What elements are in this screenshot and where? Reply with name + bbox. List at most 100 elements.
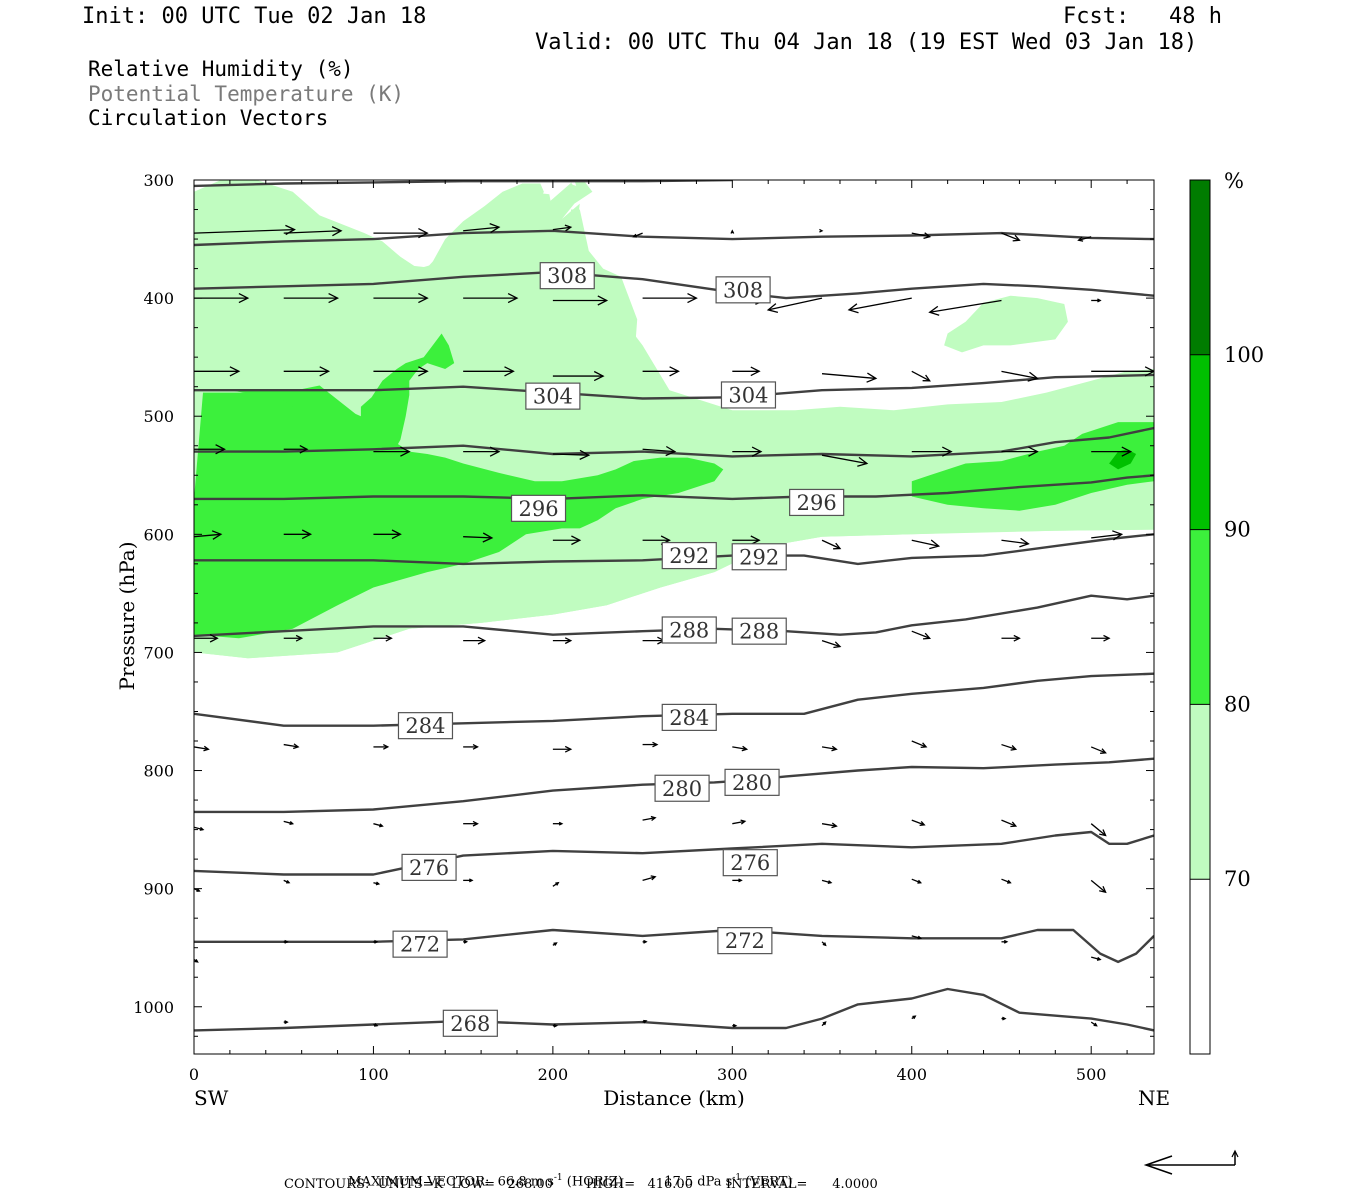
circulation-vector — [821, 879, 833, 885]
vector-shaft — [911, 539, 939, 547]
circulation-vector — [1091, 956, 1102, 961]
vector-head — [374, 1023, 379, 1027]
circulation-vector — [552, 449, 591, 460]
vector-shaft — [732, 746, 747, 750]
circulation-vector — [911, 232, 932, 240]
circulation-vector — [911, 539, 941, 550]
circulation-vector — [1090, 746, 1107, 754]
forecast-hour: Fcst: 48 h — [1063, 4, 1222, 29]
circulation-vector — [766, 297, 823, 314]
vector-shaft — [1001, 370, 1038, 380]
circulation-vector — [373, 823, 384, 828]
contour-label-box — [539, 262, 595, 290]
vector-head — [209, 634, 219, 643]
max-vector-horiz: 66.8 m s — [497, 1174, 554, 1190]
vector-shaft — [1091, 956, 1101, 961]
vector-head — [917, 935, 923, 940]
vector-head — [194, 958, 199, 963]
vector-shaft — [552, 226, 571, 231]
contour-label: 296 — [510, 494, 567, 522]
vector-head — [284, 1020, 289, 1025]
circulation-vector — [911, 878, 923, 884]
circulation-vector — [552, 1023, 558, 1028]
circulation-vector — [1091, 366, 1154, 377]
vector-head — [597, 295, 609, 306]
y-tick-label: 700 — [143, 643, 174, 662]
legend-vectors: Circulation Vectors — [88, 106, 329, 130]
vector-head — [215, 444, 226, 455]
vector-head — [1003, 939, 1009, 944]
vector-head — [1028, 446, 1039, 457]
contour-label-text: 272 — [725, 929, 765, 953]
circulation-vector — [1091, 446, 1133, 457]
circulation-vector — [463, 366, 515, 377]
plot-frame — [193, 179, 1155, 1055]
contour-label-box — [654, 774, 710, 802]
circulation-vector — [283, 939, 289, 944]
vector-head — [579, 449, 591, 460]
contour-label-box — [525, 382, 581, 410]
vector-head — [571, 535, 582, 546]
contour-label-box — [789, 488, 845, 517]
colorbar-band — [1190, 529, 1210, 705]
vector-head — [919, 820, 926, 827]
circulation-vector — [463, 939, 469, 944]
horiz-tag: (HORIZ) — [566, 1174, 623, 1190]
circulation-vector — [373, 446, 411, 457]
circulation-vector — [552, 637, 573, 645]
x-tick-label: 200 — [538, 1065, 569, 1084]
theta-contour-276 — [194, 830, 1154, 876]
y-tick-label: 800 — [143, 762, 174, 781]
contour-label: 288 — [731, 617, 787, 645]
circulation-vector — [1001, 446, 1039, 457]
circulation-vector — [1091, 530, 1124, 541]
vector-shaft — [283, 743, 299, 748]
max-vector-line: MAXIMUM VECTOR: 66.8 m s-1 (HORIZ) 17.5 … — [340, 1158, 792, 1190]
contour-label: 280 — [654, 774, 710, 802]
circulation-vector — [911, 1015, 917, 1020]
rh-region-70 — [944, 295, 1068, 353]
circulation-vector — [632, 232, 643, 238]
vector-head — [564, 637, 573, 645]
ne-label: NE — [1138, 1086, 1170, 1110]
circulation-vector — [283, 529, 313, 540]
circulation-vector — [821, 640, 842, 649]
contour-label-text: 304 — [728, 383, 768, 407]
circulation-vector — [283, 743, 300, 750]
circulation-vector — [373, 529, 402, 540]
circulation-vector — [194, 826, 205, 831]
vector-shaft — [821, 373, 876, 380]
circulation-vector — [194, 530, 223, 540]
contour-label-text: 292 — [739, 545, 779, 569]
vector-head — [331, 226, 343, 237]
circulation-vector — [194, 745, 210, 752]
humidity-fill-layer — [194, 180, 1154, 659]
vector-head — [730, 229, 735, 234]
legend-rh: Relative Humidity (%) — [88, 57, 354, 81]
vector-head — [299, 445, 309, 454]
vector-head — [665, 445, 677, 457]
contour-label-text: 308 — [723, 278, 763, 302]
contour-label-text: 284 — [669, 706, 709, 730]
circulation-vector — [732, 535, 761, 546]
circulation-vector — [1001, 537, 1030, 548]
contour-label: 284 — [397, 712, 454, 740]
colorbar-band — [1190, 180, 1210, 355]
vector-shaft — [1001, 232, 1020, 241]
circulation-vector — [1001, 1016, 1007, 1021]
circulation-vector — [194, 958, 199, 963]
valid-time: Valid: 00 UTC Thu 04 Jan 18 (19 EST Wed … — [535, 30, 1198, 55]
vector-head — [383, 744, 390, 750]
vector-head — [1002, 1016, 1007, 1021]
circulation-vector — [911, 935, 923, 940]
circulation-vector — [1091, 298, 1102, 303]
circulation-vector — [463, 532, 494, 543]
x-tick-label: 0 — [189, 1065, 199, 1084]
vector-shaft — [1078, 236, 1092, 241]
vector-head — [847, 303, 859, 314]
circulation-vector — [552, 745, 573, 753]
circulation-vector — [463, 222, 501, 234]
vector-head — [400, 446, 411, 457]
vector-shaft — [194, 533, 221, 538]
vector-head — [1099, 829, 1107, 837]
